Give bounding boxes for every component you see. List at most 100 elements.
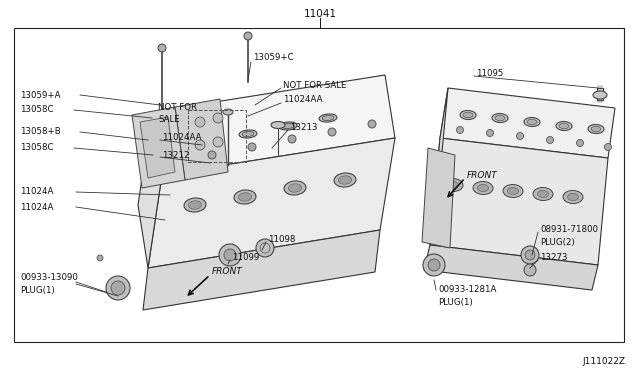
Ellipse shape (199, 138, 217, 146)
Circle shape (106, 276, 130, 300)
Ellipse shape (473, 182, 493, 195)
Circle shape (486, 129, 493, 137)
Polygon shape (430, 138, 608, 265)
Circle shape (158, 44, 166, 52)
Text: 11024AA: 11024AA (162, 134, 202, 142)
Text: NOT FOR: NOT FOR (158, 103, 197, 112)
Ellipse shape (524, 118, 540, 126)
Text: 11041: 11041 (303, 9, 337, 19)
Ellipse shape (239, 193, 252, 201)
Circle shape (288, 135, 296, 143)
Text: 13273: 13273 (540, 253, 568, 263)
Text: FRONT: FRONT (467, 170, 498, 180)
Circle shape (524, 264, 536, 276)
Text: 13059+A: 13059+A (20, 90, 61, 99)
Ellipse shape (319, 114, 337, 122)
Polygon shape (440, 88, 615, 158)
Ellipse shape (533, 187, 553, 201)
Circle shape (456, 126, 463, 134)
Ellipse shape (282, 124, 294, 129)
Bar (188, 110, 246, 162)
Text: 11024A: 11024A (20, 187, 53, 196)
Ellipse shape (591, 126, 601, 132)
Ellipse shape (588, 125, 604, 134)
Polygon shape (138, 112, 162, 268)
Circle shape (195, 117, 205, 127)
Polygon shape (132, 107, 185, 188)
Circle shape (521, 246, 539, 264)
Circle shape (516, 132, 524, 140)
Polygon shape (424, 245, 598, 290)
Text: PLUG(1): PLUG(1) (438, 298, 473, 307)
Polygon shape (422, 148, 455, 248)
Circle shape (244, 32, 252, 40)
Ellipse shape (559, 123, 569, 129)
Circle shape (525, 250, 535, 260)
Polygon shape (148, 138, 395, 268)
Text: 13058+B: 13058+B (20, 128, 61, 137)
Text: 13059+C: 13059+C (253, 54, 294, 62)
Ellipse shape (271, 122, 285, 128)
Ellipse shape (460, 110, 476, 119)
Circle shape (213, 113, 223, 123)
Ellipse shape (447, 182, 458, 189)
Ellipse shape (242, 131, 254, 137)
Text: 13213: 13213 (290, 124, 317, 132)
Ellipse shape (334, 173, 356, 187)
Circle shape (208, 151, 216, 159)
Circle shape (577, 140, 584, 147)
Text: 11095: 11095 (476, 68, 504, 77)
Text: 11099: 11099 (232, 253, 259, 263)
Ellipse shape (463, 112, 473, 118)
Ellipse shape (443, 179, 463, 192)
Circle shape (146, 124, 162, 140)
Circle shape (248, 143, 256, 151)
Text: 08931-71800: 08931-71800 (540, 225, 598, 234)
Ellipse shape (223, 109, 233, 115)
Polygon shape (140, 117, 175, 178)
Text: 13058C: 13058C (20, 106, 54, 115)
Ellipse shape (508, 187, 518, 195)
Circle shape (111, 281, 125, 295)
Text: 11024AA: 11024AA (283, 96, 323, 105)
Circle shape (328, 128, 336, 136)
Text: 11098: 11098 (268, 235, 296, 244)
Ellipse shape (568, 193, 579, 201)
Circle shape (256, 239, 274, 257)
Ellipse shape (202, 140, 214, 145)
Circle shape (168, 158, 176, 166)
Text: 00933-1281A: 00933-1281A (438, 285, 497, 295)
Circle shape (547, 137, 554, 144)
Ellipse shape (503, 185, 523, 198)
Circle shape (97, 255, 103, 261)
Ellipse shape (492, 113, 508, 122)
Text: SALE: SALE (158, 115, 180, 124)
Ellipse shape (556, 122, 572, 131)
Circle shape (156, 144, 172, 160)
Circle shape (605, 144, 611, 151)
Ellipse shape (527, 119, 537, 125)
Ellipse shape (477, 185, 488, 192)
Text: 11024A: 11024A (20, 202, 53, 212)
Ellipse shape (339, 176, 351, 184)
Ellipse shape (322, 115, 334, 121)
Circle shape (224, 249, 236, 261)
Ellipse shape (234, 190, 256, 204)
Ellipse shape (184, 198, 206, 212)
Circle shape (219, 244, 241, 266)
Text: PLUG(2): PLUG(2) (540, 237, 575, 247)
Ellipse shape (289, 184, 301, 192)
Ellipse shape (495, 115, 505, 121)
Polygon shape (143, 230, 380, 310)
Text: 00933-13090: 00933-13090 (20, 273, 78, 282)
Ellipse shape (284, 181, 306, 195)
Circle shape (423, 254, 445, 276)
Ellipse shape (239, 130, 257, 138)
Polygon shape (430, 88, 448, 245)
Circle shape (213, 137, 223, 147)
Text: FRONT: FRONT (212, 267, 243, 276)
Ellipse shape (593, 91, 607, 99)
Ellipse shape (188, 201, 202, 209)
Text: J111022Z: J111022Z (582, 357, 625, 366)
Ellipse shape (538, 190, 548, 198)
